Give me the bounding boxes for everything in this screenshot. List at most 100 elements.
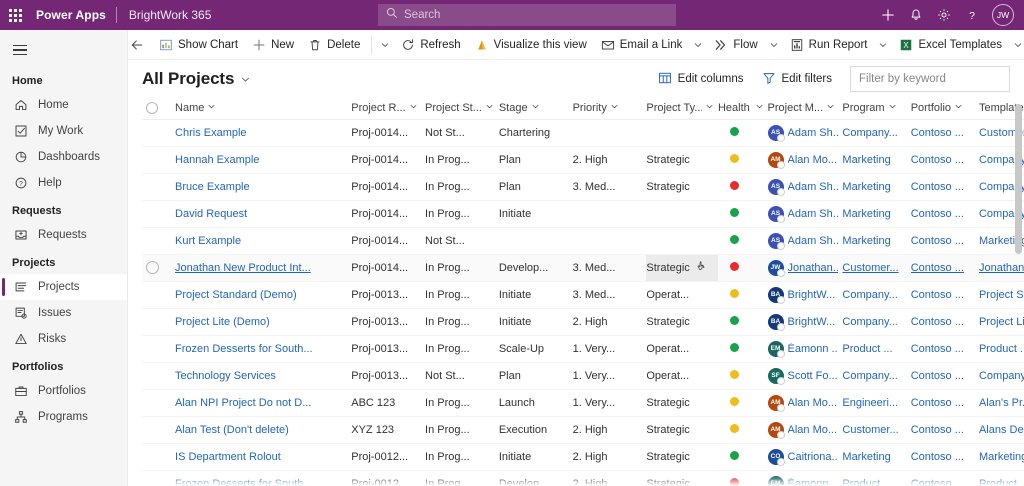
cell-portfolio[interactable]: Contoso ... [910, 389, 979, 417]
cell-program[interactable]: Customer... [842, 254, 911, 282]
template-link[interactable]: Company... [978, 180, 1024, 193]
table-row[interactable]: Project Lite (Demo) Proj-0013... In Prog..… [142, 308, 1024, 336]
cell-program[interactable]: Company... [842, 362, 911, 390]
portfolio-link[interactable]: Contoso ... [910, 396, 964, 409]
cell-project-manager[interactable]: AM Alan Mo... [767, 416, 843, 444]
command-refresh[interactable]: Refresh [394, 31, 467, 59]
cell-program[interactable]: Marketing [842, 200, 911, 228]
cell-program[interactable]: Marketing [842, 443, 911, 471]
cell-project-manager[interactable]: AM Alan Mo... [767, 146, 843, 174]
cell-portfolio[interactable]: Contoso ... [910, 254, 979, 282]
site-map-toggle-icon[interactable] [2, 34, 38, 66]
row-select-cell[interactable] [142, 119, 176, 147]
command-show-chart[interactable]: Show Chart [152, 31, 245, 59]
portfolio-link[interactable]: Contoso ... [910, 288, 964, 301]
cell-program[interactable]: Engineeri... [842, 389, 911, 417]
cell-program[interactable]: Company... [842, 308, 911, 336]
sidebar-item-home[interactable]: Home [0, 92, 127, 118]
cell-program[interactable]: Product ... [842, 335, 911, 363]
grid-vertical-scrollbar[interactable] [1015, 104, 1022, 484]
portfolio-link[interactable]: Contoso ... [910, 315, 964, 328]
cell-name[interactable]: Kurt Example [175, 227, 352, 255]
program-link[interactable]: Product ... [842, 342, 893, 355]
row-select-cell[interactable] [142, 281, 176, 309]
column-header-priority[interactable]: Priority [572, 98, 647, 120]
cell-portfolio[interactable]: Contoso ... [910, 227, 979, 255]
project-manager-link[interactable]: Alan Mo... [787, 423, 838, 436]
row-select-cell[interactable] [142, 200, 176, 228]
chevron-down-icon[interactable] [874, 31, 892, 59]
row-select-cell[interactable] [142, 146, 176, 174]
cell-project-manager[interactable]: AS Adam Sh... [767, 200, 843, 228]
sidebar-item-help[interactable]: ? Help [0, 170, 127, 196]
search-input[interactable] [398, 5, 653, 25]
cell-template[interactable]: Project Li... [978, 308, 1024, 336]
back-arrow-icon[interactable] [130, 31, 144, 59]
row-select-cell[interactable] [142, 443, 176, 471]
project-manager-link[interactable]: BrightW... [787, 288, 836, 301]
sidebar-item-risks[interactable]: Risks [0, 326, 127, 352]
cell-template[interactable]: Product ... [978, 335, 1024, 363]
cell-project-manager[interactable]: AS Adam Sh... [767, 119, 843, 147]
chevron-down-icon[interactable] [826, 102, 835, 114]
row-checkbox[interactable] [146, 261, 159, 274]
template-link[interactable]: Project St... [978, 288, 1024, 301]
filter-by-keyword-input[interactable] [851, 67, 1009, 91]
cell-project-manager[interactable]: EM Éamonn ... [767, 335, 843, 363]
page-title[interactable]: All Projects [142, 69, 235, 88]
project-manager-link[interactable]: Adam Sh... [787, 207, 839, 220]
chevron-down-icon[interactable] [1009, 31, 1024, 59]
scrollbar-thumb[interactable] [1015, 104, 1022, 254]
column-header-health-icon[interactable]: Health Icon [717, 98, 768, 120]
cell-portfolio[interactable]: Contoso ... [910, 173, 979, 201]
project-name-link[interactable]: Frozen Desserts for South... [175, 477, 313, 486]
project-name-link[interactable]: Kurt Example [175, 234, 242, 247]
program-link[interactable]: Marketing [842, 450, 891, 463]
sidebar-item-portfolios[interactable]: Portfolios [0, 378, 127, 404]
row-select-cell[interactable] [142, 335, 176, 363]
program-link[interactable]: Company... [842, 369, 898, 382]
portfolio-link[interactable]: Contoso ... [910, 450, 964, 463]
template-link[interactable]: Company... [978, 153, 1024, 166]
project-name-link[interactable]: Technology Services [175, 369, 276, 382]
table-row[interactable]: Bruce Example Proj-0014... In Prog... Plan 3… [142, 173, 1024, 201]
program-link[interactable]: Company... [842, 126, 898, 139]
column-header-program[interactable]: Program [842, 98, 911, 120]
avatar[interactable]: JW [992, 4, 1014, 26]
row-select-cell[interactable] [142, 470, 176, 486]
chevron-down-icon[interactable] [954, 102, 963, 114]
row-select-cell[interactable] [142, 416, 176, 444]
select-all-checkbox[interactable] [146, 102, 158, 115]
cell-name[interactable]: Jonathan New Product Int... [175, 254, 352, 282]
table-row[interactable]: Chris Example Proj-0014... Not St... Charte… [142, 119, 1024, 147]
project-manager-link[interactable]: Alan Mo... [787, 396, 838, 409]
cell-project-manager[interactable]: AS Adam Sh... [767, 173, 843, 201]
project-name-link[interactable]: Bruce Example [175, 180, 250, 193]
cell-template[interactable]: Alan's Pr... [978, 389, 1024, 417]
command-email-a-link[interactable]: Email a Link [594, 31, 690, 59]
project-name-link[interactable]: Jonathan New Product Int... [175, 261, 311, 274]
column-header-template[interactable]: Template [978, 98, 1024, 120]
table-row[interactable]: Project Standard (Demo) Proj-0013... In Pr… [142, 281, 1024, 309]
template-link[interactable]: Alans De... [978, 423, 1024, 436]
program-link[interactable]: Marketing [842, 180, 891, 193]
program-link[interactable]: Marketing [842, 234, 891, 247]
project-name-link[interactable]: Project Standard (Demo) [175, 288, 297, 301]
project-manager-link[interactable]: Caitriona... [787, 450, 839, 463]
command-visualize-this-view[interactable]: Visualize this view [468, 31, 594, 59]
cell-program[interactable]: Marketing [842, 146, 911, 174]
project-name-link[interactable]: Frozen Desserts for South... [175, 342, 313, 355]
program-link[interactable]: Engineeri... [842, 396, 899, 409]
chevron-down-icon[interactable] [376, 31, 394, 59]
cell-name[interactable]: Frozen Desserts for South... [175, 335, 352, 363]
cell-name[interactable]: Alan Test (Don't delete) [175, 416, 352, 444]
project-manager-link[interactable]: Éamonn ... [787, 342, 839, 355]
project-name-link[interactable]: IS Department Rolout [175, 450, 281, 463]
select-all-header[interactable] [142, 98, 176, 120]
portfolio-link[interactable]: Contoso ... [910, 207, 964, 220]
column-header-stage[interactable]: Stage [498, 98, 573, 120]
brand-label[interactable]: Power Apps [36, 8, 106, 22]
cell-program[interactable]: Product ... [842, 470, 911, 486]
column-header-project-m-[interactable]: Project M... [767, 98, 843, 120]
app-launcher-icon[interactable] [0, 0, 30, 30]
